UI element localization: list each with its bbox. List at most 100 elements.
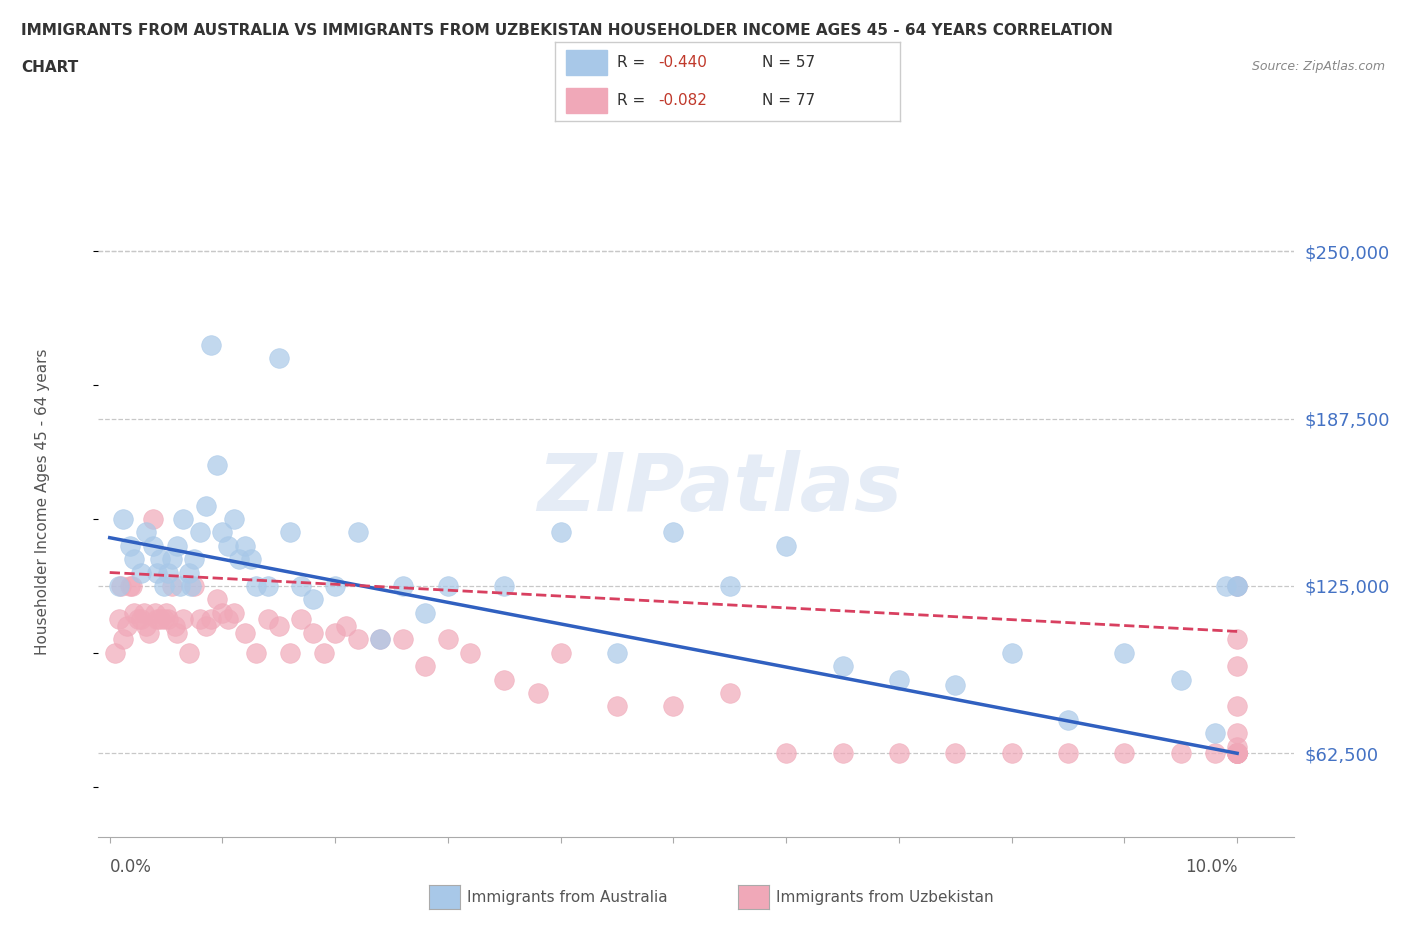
- Point: [1226, 725, 1249, 740]
- Point: [1226, 578, 1249, 593]
- Point: [118, 578, 141, 593]
- Text: -0.082: -0.082: [658, 93, 707, 108]
- Point: [887, 672, 910, 687]
- Point: [153, 612, 176, 627]
- Point: [368, 632, 391, 647]
- Point: [1226, 746, 1249, 761]
- Point: [392, 632, 415, 647]
- Point: [217, 538, 239, 553]
- Point: [335, 618, 357, 633]
- Point: [718, 578, 741, 593]
- Point: [494, 578, 516, 593]
- Point: [121, 578, 143, 593]
- Point: [1001, 645, 1024, 660]
- Point: [115, 618, 138, 633]
- Point: [194, 498, 217, 513]
- Text: N = 57: N = 57: [762, 55, 815, 70]
- Point: [1170, 746, 1192, 761]
- Point: [155, 605, 177, 620]
- Point: [346, 632, 368, 647]
- Point: [290, 612, 312, 627]
- Point: [110, 578, 132, 593]
- Point: [775, 746, 797, 761]
- Point: [943, 746, 966, 761]
- Point: [437, 578, 460, 593]
- Point: [157, 565, 180, 580]
- Point: [177, 565, 200, 580]
- Text: -0.440: -0.440: [658, 55, 707, 70]
- Text: Householder Income Ages 45 - 64 years: Householder Income Ages 45 - 64 years: [35, 349, 49, 656]
- Point: [323, 578, 346, 593]
- Point: [160, 578, 183, 593]
- Point: [165, 618, 187, 633]
- Point: [460, 645, 482, 660]
- Point: [301, 625, 323, 640]
- Point: [222, 605, 245, 620]
- Point: [177, 645, 200, 660]
- Point: [146, 565, 169, 580]
- Point: [188, 612, 211, 627]
- Text: IMMIGRANTS FROM AUSTRALIA VS IMMIGRANTS FROM UZBEKISTAN HOUSEHOLDER INCOME AGES : IMMIGRANTS FROM AUSTRALIA VS IMMIGRANTS …: [21, 23, 1114, 38]
- Point: [1226, 746, 1249, 761]
- Point: [1226, 746, 1249, 761]
- Point: [1226, 746, 1249, 761]
- Point: [127, 612, 149, 627]
- Text: Immigrants from Australia: Immigrants from Australia: [467, 890, 668, 905]
- Point: [172, 612, 194, 627]
- Point: [775, 538, 797, 553]
- Text: N = 77: N = 77: [762, 93, 815, 108]
- Point: [1114, 746, 1136, 761]
- Point: [1204, 725, 1226, 740]
- Point: [1226, 746, 1249, 761]
- Point: [135, 618, 157, 633]
- Point: [301, 591, 323, 606]
- Point: [129, 565, 152, 580]
- Point: [138, 625, 160, 640]
- Point: [228, 551, 250, 566]
- Bar: [565, 87, 607, 113]
- Point: [217, 612, 239, 627]
- Point: [205, 591, 228, 606]
- Point: [149, 612, 172, 627]
- Point: [222, 512, 245, 526]
- Point: [831, 746, 853, 761]
- Point: [550, 525, 572, 539]
- Point: [135, 525, 157, 539]
- Point: [550, 645, 572, 660]
- Point: [153, 578, 176, 593]
- Point: [188, 525, 211, 539]
- Point: [278, 525, 301, 539]
- Point: [104, 645, 127, 660]
- Point: [1226, 746, 1249, 761]
- Point: [200, 612, 222, 627]
- Point: [146, 612, 169, 627]
- Text: Immigrants from Uzbekistan: Immigrants from Uzbekistan: [776, 890, 994, 905]
- Point: [1215, 578, 1237, 593]
- Point: [1226, 578, 1249, 593]
- Point: [606, 645, 628, 660]
- Point: [312, 645, 335, 660]
- Text: R =: R =: [617, 93, 651, 108]
- Point: [239, 551, 262, 566]
- Point: [527, 685, 550, 700]
- Point: [437, 632, 460, 647]
- Point: [278, 645, 301, 660]
- Point: [172, 512, 194, 526]
- Point: [233, 538, 256, 553]
- Point: [256, 578, 278, 593]
- Point: [112, 512, 135, 526]
- Point: [494, 672, 516, 687]
- Point: [124, 605, 146, 620]
- Point: [118, 538, 141, 553]
- Point: [1226, 746, 1249, 761]
- Point: [1226, 578, 1249, 593]
- Point: [1001, 746, 1024, 761]
- Point: [943, 678, 966, 693]
- Point: [233, 625, 256, 640]
- Text: 10.0%: 10.0%: [1185, 858, 1237, 876]
- Point: [392, 578, 415, 593]
- Point: [107, 612, 129, 627]
- Text: ZIPatlas: ZIPatlas: [537, 450, 903, 528]
- Point: [160, 551, 183, 566]
- Bar: [565, 50, 607, 75]
